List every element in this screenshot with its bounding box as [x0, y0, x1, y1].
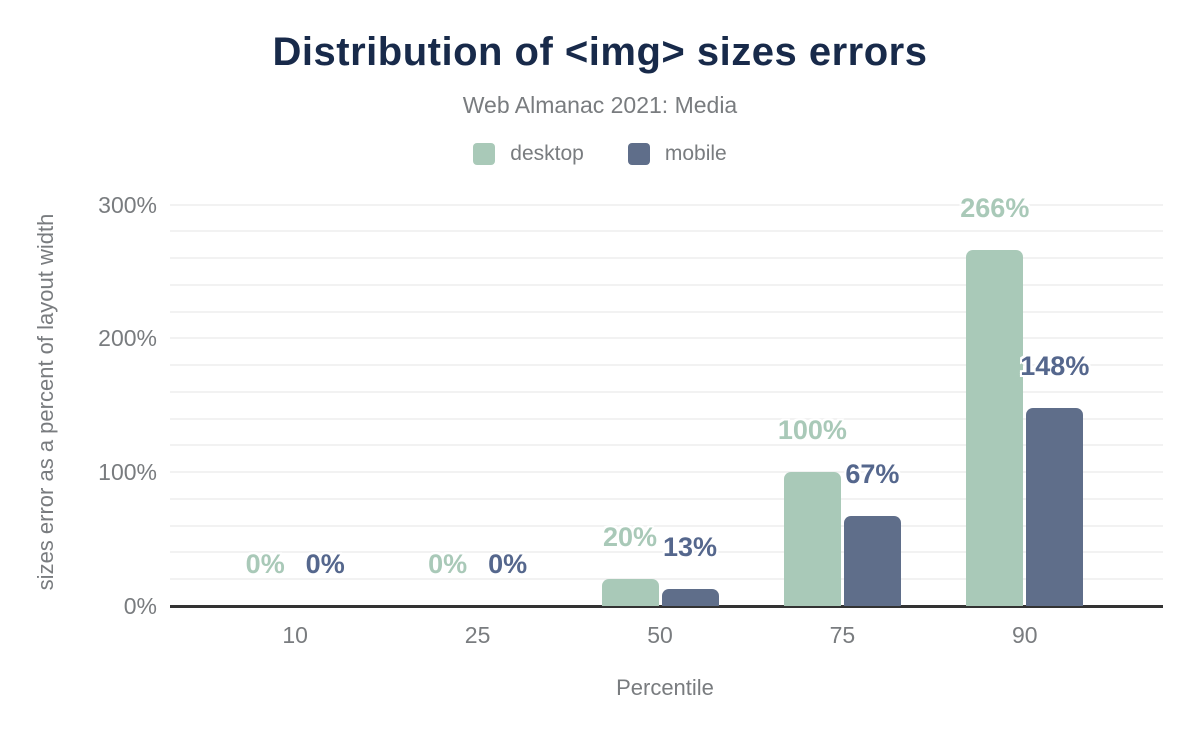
bar-label-mobile-10: 0% — [305, 549, 345, 579]
x-tick-label-90: 90 — [1012, 622, 1038, 648]
x-tick-label-75: 75 — [829, 622, 856, 648]
gridline-280 — [170, 230, 1163, 233]
x-axis-title: Percentile — [616, 675, 714, 700]
gridline-140 — [170, 417, 1163, 420]
x-axis-line — [170, 605, 1163, 608]
x-tick-label-50: 50 — [647, 622, 673, 648]
legend: desktop mobile — [0, 140, 1200, 168]
gridline-300 — [170, 203, 1163, 206]
y-tick-label-300: 300% — [98, 191, 157, 218]
chart-title: Distribution of <img> sizes errors — [272, 30, 928, 74]
bar-desktop-90[interactable] — [966, 250, 1024, 606]
x-tick-label-25: 25 — [464, 622, 491, 648]
bar-mobile-90[interactable] — [1026, 407, 1084, 606]
gridline-240 — [170, 283, 1163, 286]
gridline-20 — [170, 578, 1163, 581]
bar-label-desktop-10: 0% — [245, 549, 285, 579]
gridline-260 — [170, 257, 1163, 260]
bar-label-mobile-75: 67% — [845, 459, 900, 490]
bar-label-desktop-90: 266% — [960, 193, 1030, 224]
y-tick-label-0: 0% — [123, 593, 157, 619]
gridline-100 — [170, 471, 1163, 474]
bar-desktop-50[interactable] — [601, 579, 659, 606]
y-tick-label-200: 200% — [98, 325, 157, 352]
gridline-40 — [170, 551, 1163, 554]
legend-swatch-mobile — [627, 143, 650, 165]
gridline-120 — [170, 444, 1163, 447]
y-tick-label-100: 100% — [98, 459, 157, 486]
chart-subtitle: Web Almanac 2021: Media — [462, 92, 738, 118]
gridline-60 — [170, 524, 1163, 527]
legend-item-desktop[interactable]: desktop — [473, 142, 584, 166]
bar-mobile-75[interactable] — [843, 516, 901, 606]
legend-item-mobile[interactable]: mobile — [627, 142, 727, 166]
gridline-220 — [170, 310, 1163, 313]
bar-label-mobile-90: 148% — [1020, 350, 1090, 381]
y-axis-title: sizes error as a percent of layout width — [33, 213, 58, 591]
bar-label-desktop-25: 0% — [428, 549, 468, 579]
legend-swatch-desktop — [473, 143, 496, 165]
gridline-200 — [170, 337, 1163, 340]
legend-label-desktop: desktop — [510, 142, 584, 165]
bar-mobile-50[interactable] — [661, 588, 719, 606]
bar-label-mobile-50: 13% — [662, 531, 718, 562]
gridline-160 — [170, 390, 1163, 393]
bar-desktop-75[interactable] — [783, 472, 841, 606]
bar-label-mobile-25: 0% — [488, 549, 528, 579]
bar-label-desktop-75: 100% — [777, 415, 847, 446]
bar-label-desktop-50: 20% — [602, 522, 658, 553]
x-tick-label-10: 10 — [282, 622, 308, 648]
gridline-80 — [170, 497, 1163, 500]
gridline-180 — [170, 364, 1163, 367]
legend-label-mobile: mobile — [664, 142, 727, 165]
